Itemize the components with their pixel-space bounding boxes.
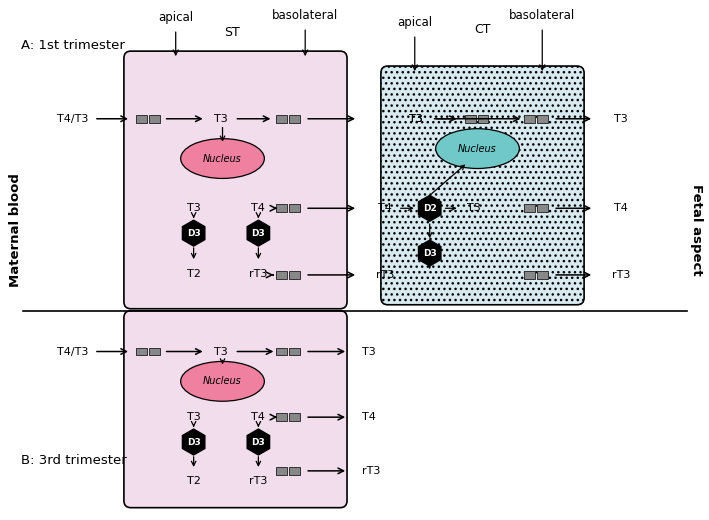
Bar — [537, 115, 548, 123]
Text: T3: T3 — [213, 346, 228, 357]
Bar — [478, 115, 489, 123]
Ellipse shape — [181, 139, 264, 178]
Bar — [525, 204, 535, 212]
Text: basolateral: basolateral — [509, 9, 576, 22]
Text: rT3: rT3 — [249, 269, 267, 279]
Bar — [289, 271, 300, 279]
Text: T2: T2 — [186, 476, 201, 486]
Text: Nucleus: Nucleus — [458, 144, 497, 153]
Bar — [136, 115, 147, 123]
Text: rT3: rT3 — [249, 476, 267, 486]
Ellipse shape — [181, 361, 264, 401]
Polygon shape — [418, 240, 441, 266]
Text: A: 1st trimester: A: 1st trimester — [21, 38, 125, 51]
Text: T3: T3 — [409, 114, 423, 124]
Bar — [277, 271, 287, 279]
Bar — [277, 347, 287, 356]
Text: rT3: rT3 — [376, 270, 394, 280]
Text: T2: T2 — [186, 269, 201, 279]
Text: T3: T3 — [467, 203, 481, 213]
Text: Maternal blood: Maternal blood — [9, 173, 22, 287]
Ellipse shape — [436, 129, 520, 168]
Polygon shape — [418, 196, 441, 221]
Text: apical: apical — [397, 16, 432, 29]
Bar — [537, 271, 548, 279]
Text: T3: T3 — [186, 412, 201, 422]
Polygon shape — [247, 220, 269, 246]
Polygon shape — [182, 220, 205, 246]
Text: Fetal aspect: Fetal aspect — [690, 185, 703, 276]
Bar — [289, 347, 300, 356]
Bar — [525, 115, 535, 123]
Text: T4: T4 — [378, 203, 392, 213]
Text: D3: D3 — [186, 229, 201, 238]
Bar — [277, 115, 287, 123]
FancyBboxPatch shape — [381, 66, 584, 305]
Text: rT3: rT3 — [362, 466, 380, 476]
Bar — [149, 347, 160, 356]
Polygon shape — [247, 429, 269, 455]
Text: apical: apical — [158, 11, 194, 24]
FancyBboxPatch shape — [124, 311, 347, 508]
Text: D2: D2 — [423, 204, 437, 213]
Text: B: 3rd trimester: B: 3rd trimester — [21, 454, 127, 467]
Bar — [289, 413, 300, 421]
Bar — [464, 115, 476, 123]
Text: D3: D3 — [252, 437, 265, 447]
Text: D3: D3 — [252, 229, 265, 238]
Text: CT: CT — [474, 23, 491, 36]
Bar — [149, 115, 160, 123]
Bar — [277, 467, 287, 475]
Bar — [289, 467, 300, 475]
Text: T3: T3 — [186, 203, 201, 213]
Bar — [525, 271, 535, 279]
Text: Nucleus: Nucleus — [203, 153, 242, 164]
Bar — [289, 204, 300, 212]
Text: T4: T4 — [252, 412, 265, 422]
Bar — [289, 115, 300, 123]
Bar — [277, 413, 287, 421]
Text: Nucleus: Nucleus — [203, 376, 242, 386]
Text: ST: ST — [225, 25, 240, 38]
Bar — [136, 347, 147, 356]
Bar — [537, 204, 548, 212]
Bar — [277, 204, 287, 212]
Text: D3: D3 — [186, 437, 201, 447]
Text: rT3: rT3 — [612, 270, 630, 280]
Text: T3: T3 — [213, 114, 228, 124]
Text: T3: T3 — [614, 114, 628, 124]
Text: D3: D3 — [423, 249, 437, 257]
Text: basolateral: basolateral — [272, 9, 338, 22]
FancyBboxPatch shape — [124, 51, 347, 309]
Text: T3: T3 — [362, 346, 376, 357]
Text: T4/T3: T4/T3 — [57, 114, 89, 124]
Polygon shape — [182, 429, 205, 455]
Text: T4: T4 — [362, 412, 376, 422]
Text: T4: T4 — [614, 203, 628, 213]
Text: T4/T3: T4/T3 — [57, 346, 89, 357]
Text: T4: T4 — [252, 203, 265, 213]
Text: T3: T3 — [409, 114, 423, 124]
